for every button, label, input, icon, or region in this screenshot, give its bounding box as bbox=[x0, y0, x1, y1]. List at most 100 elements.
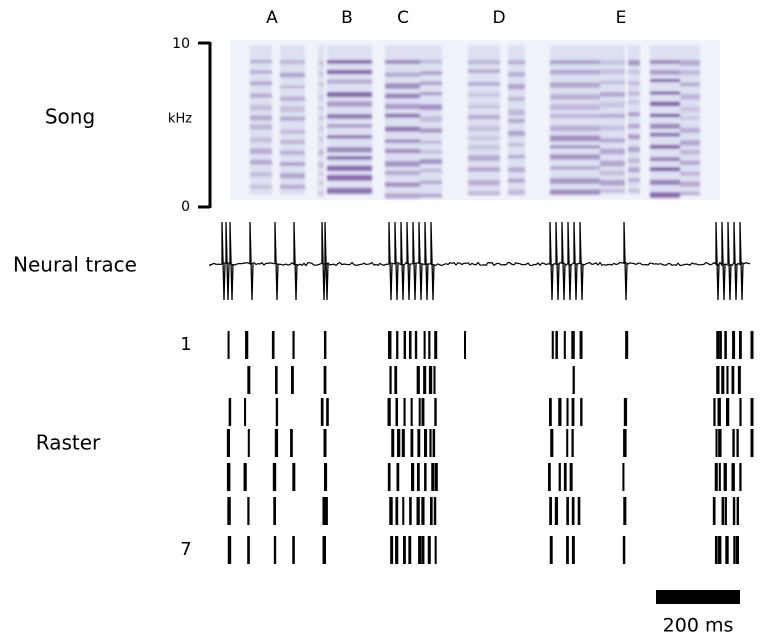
harmonic bbox=[628, 157, 640, 164]
harmonic bbox=[385, 170, 420, 176]
spike bbox=[424, 221, 429, 301]
harmonic bbox=[250, 124, 272, 130]
spike bbox=[321, 221, 326, 301]
harmonic bbox=[385, 182, 420, 187]
harmonic bbox=[250, 172, 272, 177]
spike bbox=[394, 221, 399, 301]
harmonic bbox=[385, 83, 420, 89]
harmonic bbox=[327, 147, 372, 153]
raster bbox=[226, 331, 754, 564]
spike bbox=[225, 221, 230, 301]
spectral-haze bbox=[468, 45, 500, 195]
harmonic bbox=[420, 168, 442, 173]
harmonic bbox=[600, 179, 625, 186]
spike bbox=[579, 221, 584, 301]
harmonic bbox=[420, 128, 442, 133]
harmonic bbox=[600, 160, 625, 167]
harmonic bbox=[508, 189, 525, 196]
harmonic bbox=[508, 118, 525, 123]
spike bbox=[221, 221, 226, 301]
axis-unit: kHz bbox=[168, 112, 192, 127]
harmonic bbox=[628, 112, 640, 117]
song-label: Song bbox=[45, 105, 95, 129]
harmonic bbox=[600, 69, 625, 75]
harmonic bbox=[250, 137, 272, 143]
harmonic bbox=[550, 125, 600, 132]
harmonic bbox=[250, 70, 272, 74]
spike bbox=[249, 221, 254, 301]
harmonic bbox=[508, 96, 525, 102]
harmonic bbox=[280, 140, 305, 144]
harmonic bbox=[650, 192, 680, 198]
harmonic bbox=[468, 93, 500, 97]
harmonic bbox=[650, 179, 680, 185]
harmonic bbox=[250, 60, 272, 64]
harmonic bbox=[650, 132, 680, 137]
harmonic bbox=[650, 69, 680, 75]
harmonic bbox=[508, 155, 525, 159]
harmonic bbox=[600, 189, 625, 193]
harmonic bbox=[508, 60, 525, 65]
harmonic bbox=[280, 173, 305, 179]
harmonic bbox=[600, 101, 625, 108]
spike bbox=[623, 221, 628, 301]
neural-trace bbox=[209, 221, 751, 301]
harmonic bbox=[468, 136, 500, 141]
scale-label: 200 ms bbox=[663, 615, 734, 637]
spike bbox=[412, 221, 417, 301]
spike bbox=[388, 221, 393, 301]
harmonic bbox=[385, 93, 420, 99]
harmonic bbox=[600, 138, 625, 143]
spike bbox=[721, 221, 726, 301]
harmonic bbox=[468, 114, 500, 120]
harmonic bbox=[680, 160, 700, 166]
harmonic bbox=[318, 181, 324, 185]
harmonic bbox=[650, 113, 680, 117]
harmonic bbox=[327, 101, 372, 107]
spectral-haze bbox=[550, 45, 600, 195]
harmonic bbox=[385, 148, 420, 154]
raster-label: Raster bbox=[36, 431, 101, 455]
harmonic bbox=[550, 166, 600, 170]
harmonic bbox=[650, 123, 680, 129]
harmonic bbox=[327, 135, 372, 139]
harmonic bbox=[550, 69, 600, 75]
harmonic bbox=[550, 178, 600, 184]
spike bbox=[274, 221, 279, 301]
harmonic bbox=[600, 113, 625, 118]
harmonic bbox=[680, 181, 700, 187]
harmonic bbox=[650, 101, 680, 106]
harmonic bbox=[550, 60, 600, 65]
harmonic bbox=[327, 187, 372, 194]
axis-top: 10 bbox=[172, 36, 190, 52]
syllable-labels: A B C D E bbox=[266, 8, 626, 28]
harmonic bbox=[468, 69, 500, 73]
harmonic bbox=[650, 60, 680, 65]
harmonic bbox=[628, 177, 640, 183]
spike bbox=[430, 221, 435, 301]
harmonic bbox=[680, 70, 700, 76]
harmonic bbox=[327, 114, 372, 119]
harmonic bbox=[318, 149, 324, 156]
harmonic bbox=[385, 103, 420, 110]
harmonic bbox=[680, 116, 700, 120]
harmonic bbox=[318, 106, 324, 110]
harmonic bbox=[420, 193, 442, 198]
harmonic bbox=[650, 79, 680, 83]
harmonic bbox=[385, 113, 420, 118]
harmonic bbox=[600, 125, 625, 131]
harmonic bbox=[318, 94, 324, 101]
harmonic bbox=[420, 71, 442, 75]
harmonic bbox=[628, 70, 640, 74]
harmonic bbox=[508, 71, 525, 77]
spectrogram bbox=[250, 45, 700, 199]
harmonic bbox=[280, 162, 305, 166]
spectral-haze bbox=[628, 45, 640, 195]
harmonic bbox=[420, 140, 442, 144]
harmonic bbox=[327, 124, 372, 128]
harmonic bbox=[468, 180, 500, 186]
harmonic bbox=[680, 149, 700, 155]
harmonic bbox=[280, 184, 305, 190]
harmonic bbox=[327, 69, 372, 75]
